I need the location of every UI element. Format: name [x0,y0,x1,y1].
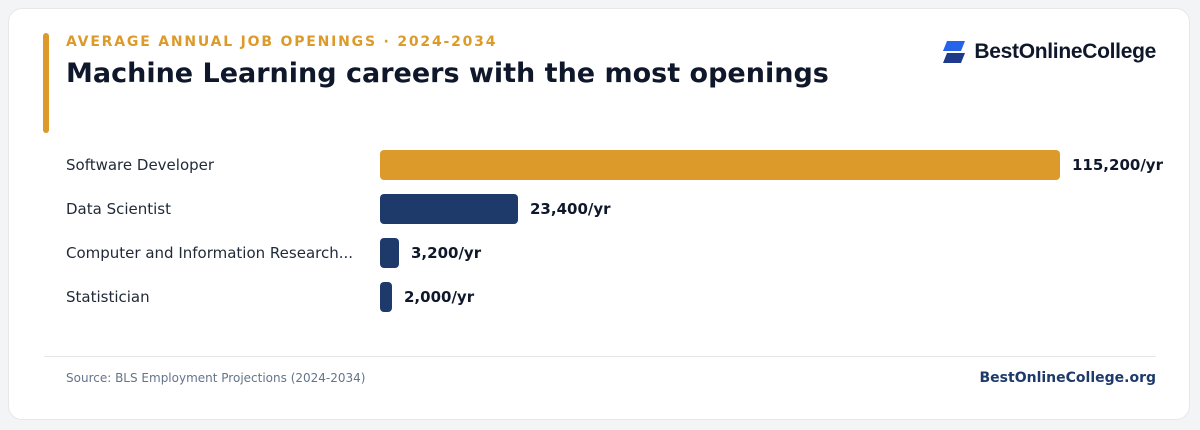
bar [380,150,1060,180]
category-label: Software Developer [66,156,215,174]
footer-divider [44,356,1156,357]
value-label: 2,000/yr [404,288,475,306]
value-label: 115,200/yr [1072,156,1163,174]
site-link[interactable]: BestOnlineCollege.org [979,370,1156,386]
brand-name: BestOnlineCollege [974,40,1156,63]
brand-logo: BestOnlineCollege [941,40,1156,64]
brand-logo-icon [943,41,966,63]
chart-eyebrow: AVERAGE ANNUAL JOB OPENINGS · 2024-2034 [66,34,498,50]
category-label: Computer and Information Research... [66,244,354,262]
bar [380,238,399,268]
value-label: 23,400/yr [530,200,611,218]
value-label: 3,200/yr [411,244,482,262]
category-label: Data Scientist [66,200,171,218]
chart-title: Machine Learning careers with the most o… [66,58,829,89]
bar [380,194,518,224]
source-note: Source: BLS Employment Projections (2024… [66,371,366,385]
accent-bar [43,33,49,133]
bar [380,282,392,312]
category-label: Statistician [66,288,150,306]
chart-card [8,8,1190,420]
